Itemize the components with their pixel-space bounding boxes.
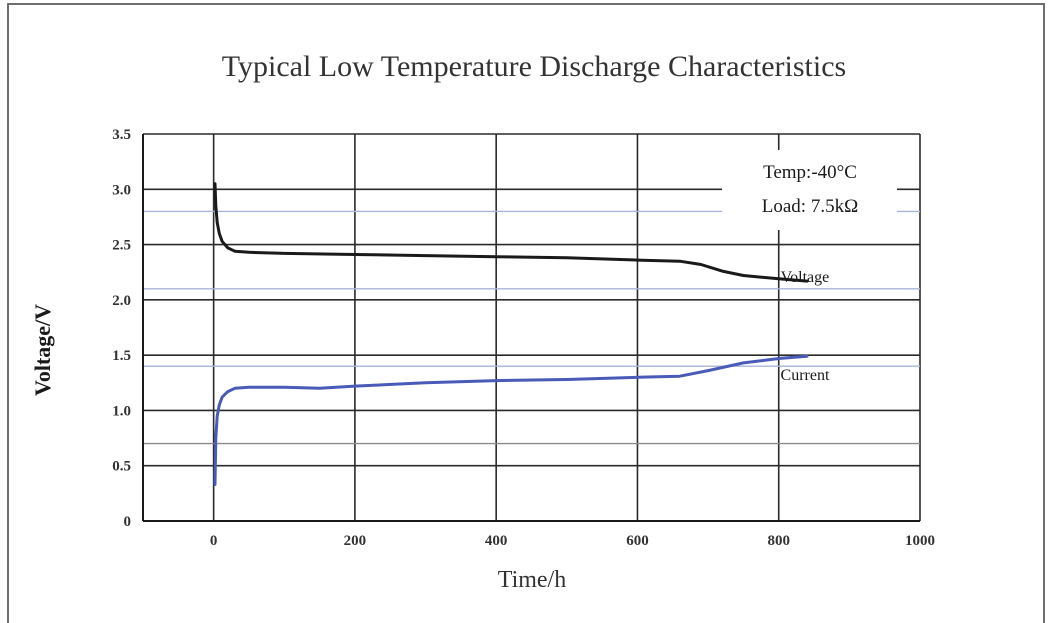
grid — [143, 133, 921, 522]
chart-title: Typical Low Temperature Discharge Charac… — [222, 50, 846, 83]
y-tick-label: 0.5 — [112, 459, 131, 475]
x-tick-label: 400 — [485, 533, 508, 549]
series-label-voltage: Voltage — [781, 269, 830, 286]
series-group: Voltage Current — [213, 182, 830, 486]
y-tick-label: 0 — [124, 514, 132, 530]
y-axis-label: Voltage/V — [30, 304, 55, 396]
x-tick-label: 1000 — [905, 533, 935, 549]
series-label-current: Current — [781, 367, 830, 384]
y-tick-label: 1.0 — [112, 403, 131, 419]
series-line-current — [213, 354, 809, 486]
reference-lines — [143, 210, 920, 445]
x-tick-label: 600 — [626, 533, 649, 549]
chart-frame — [7, 3, 1045, 623]
y-tick-label: 3.5 — [112, 127, 131, 143]
conditions-background — [722, 150, 897, 230]
x-tick-label: 200 — [344, 533, 367, 549]
series-line-voltage — [213, 182, 809, 283]
x-tick-label: 800 — [767, 533, 790, 549]
tick-labels: 0 0.5 1.0 1.5 2.0 2.5 3.0 3.5 0 200 400 600 800 1000 — [112, 127, 935, 549]
y-tick-label: 1.5 — [112, 348, 131, 364]
x-tick-label: 0 — [210, 533, 218, 549]
x-axis-label: Time/h — [498, 567, 566, 593]
axes — [142, 134, 920, 522]
y-tick-label: 3.0 — [112, 182, 131, 198]
condition-text: Temp:-40°C — [763, 162, 857, 183]
y-tick-label: 2.0 — [112, 293, 131, 309]
y-tick-label: 2.5 — [112, 238, 131, 254]
condition-text: Load: 7.5kΩ — [762, 196, 858, 217]
conditions-box: Temp:-40°C Load: 7.5kΩ — [722, 150, 897, 230]
